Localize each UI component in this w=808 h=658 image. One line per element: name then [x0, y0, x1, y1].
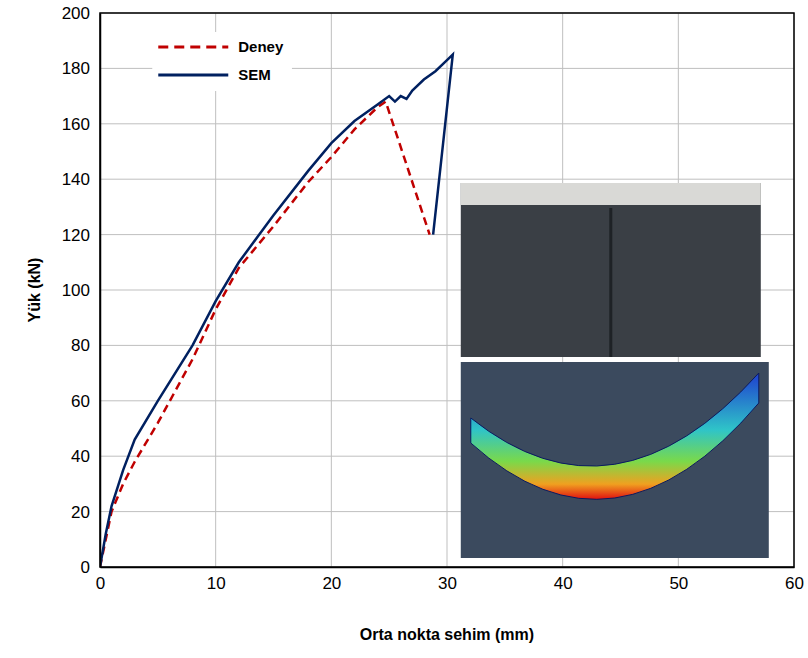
y-tick: 0 — [81, 558, 100, 577]
y-tick-label: 140 — [62, 170, 90, 189]
x-axis: 0 10 20 30 40 50 60 — [96, 567, 804, 593]
y-tick: 100 — [62, 281, 100, 300]
y-tick-label: 60 — [71, 392, 90, 411]
inset-photo — [461, 183, 761, 357]
x-tick: 0 — [96, 567, 105, 593]
inset-photo-strip — [461, 183, 761, 205]
series-line — [100, 55, 453, 567]
y-tick-label: 80 — [71, 336, 90, 355]
y-tick: 200 — [62, 4, 100, 23]
y-axis-title: Yük (kN) — [26, 258, 43, 323]
series-line — [100, 102, 430, 567]
x-tick-label: 30 — [438, 574, 457, 593]
grid-line-y — [100, 123, 794, 124]
x-tick-label: 0 — [96, 574, 105, 593]
legend: Deney SEM — [152, 32, 292, 91]
inset-fem-beam — [471, 373, 759, 499]
y-tick-label: 120 — [62, 226, 90, 245]
legend-label: Deney — [238, 38, 284, 55]
inset-photo-crack — [609, 208, 612, 357]
legend-label: SEM — [238, 66, 271, 83]
legend-swatch — [158, 46, 228, 49]
chart: 0 10 20 30 40 50 60 0 20 40 60 80 100 120 140 160 180 200… — [0, 0, 808, 658]
y-tick: 160 — [62, 115, 100, 134]
y-tick: 180 — [62, 59, 100, 78]
x-tick-label: 40 — [554, 574, 573, 593]
x-tick: 20 — [322, 567, 341, 593]
grid — [100, 13, 794, 567]
x-tick: 60 — [785, 567, 804, 593]
y-axis: 0 20 40 60 80 100 120 140 160 180 200 — [62, 4, 101, 577]
grid-line-y — [100, 179, 794, 180]
x-tick: 50 — [669, 567, 688, 593]
x-tick-label: 20 — [322, 574, 341, 593]
y-tick-label: 200 — [62, 4, 90, 23]
inset-fem — [461, 362, 769, 558]
x-tick-label: 60 — [785, 574, 804, 593]
plot-frame — [100, 13, 794, 567]
x-tick-label: 50 — [669, 574, 688, 593]
y-axis-line — [100, 14, 102, 568]
x-tick: 40 — [554, 567, 573, 593]
legend-swatch — [158, 74, 228, 77]
x-tick: 10 — [207, 567, 226, 593]
y-tick: 20 — [71, 503, 100, 522]
y-tick-label: 160 — [62, 115, 90, 134]
plot: 0 10 20 30 40 50 60 0 20 40 60 80 100 120 140 160 180 200… — [62, 4, 804, 593]
legend-background — [152, 32, 292, 91]
y-tick-label: 100 — [62, 281, 90, 300]
series-lines — [100, 55, 453, 567]
x-axis-title: Orta nokta sehim (mm) — [360, 626, 534, 643]
y-tick-label: 180 — [62, 59, 90, 78]
y-tick-label: 40 — [71, 447, 90, 466]
x-tick-label: 10 — [207, 574, 226, 593]
y-tick-label: 0 — [81, 558, 90, 577]
y-tick: 120 — [62, 226, 100, 245]
x-axis-line — [101, 567, 795, 569]
y-tick: 60 — [71, 392, 100, 411]
y-tick: 40 — [71, 447, 100, 466]
y-tick-label: 20 — [71, 503, 90, 522]
inset-images — [461, 183, 769, 558]
y-tick: 80 — [71, 336, 100, 355]
x-tick: 30 — [438, 567, 457, 593]
y-tick: 140 — [62, 170, 100, 189]
